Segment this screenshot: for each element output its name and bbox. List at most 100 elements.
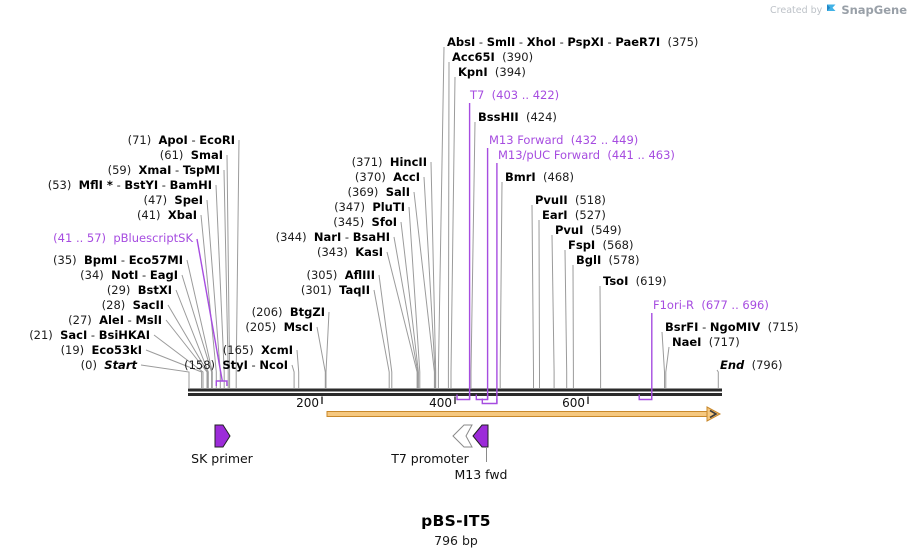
site-label: (343) KasI — [316, 245, 383, 259]
site-label: PvuII (518) — [535, 193, 606, 207]
insert-arrow-shaft — [326, 411, 708, 417]
leader-line — [235, 139, 240, 388]
leader-line — [531, 204, 534, 388]
m13-fwd-label: M13 fwd — [454, 467, 508, 482]
site-label: (369) SalI — [347, 185, 410, 199]
leader-line — [470, 121, 476, 388]
site-label: (34) NotI - EagI — [80, 268, 178, 282]
leader-line — [175, 289, 209, 388]
site-label: (345) SfoI — [333, 215, 397, 229]
snapgene-logo-icon — [827, 4, 836, 17]
site-label: (35) BpmI - Eco57MI — [53, 253, 183, 267]
site-label: (158) StyI - NcoI — [184, 358, 288, 372]
leader-line — [226, 154, 231, 388]
leader-line — [450, 76, 456, 388]
snapgene-watermark: Created by SnapGene — [770, 3, 907, 17]
sk-primer-label: SK primer — [191, 451, 253, 466]
site-label: (206) BtgZI — [251, 305, 325, 319]
site-label: Acc65I (390) — [452, 50, 534, 64]
leader-line — [373, 289, 390, 388]
leader-line — [165, 319, 208, 388]
site-label: KpnI (394) — [458, 65, 526, 79]
site-label: (19) Eco53kI — [60, 343, 142, 357]
feature-label: (41 .. 57) pBluescriptSK — [53, 231, 193, 245]
feature-label: T7 (403 .. 422) — [470, 88, 560, 102]
site-label: FspI (568) — [568, 238, 634, 252]
t7-promoter-arrow — [452, 424, 473, 448]
site-label: (29) BstXI — [106, 283, 172, 297]
site-label: BmrI (468) — [505, 170, 574, 184]
feature-label: M13 Forward (432 .. 449) — [489, 133, 639, 147]
map-line-top — [188, 388, 722, 392]
plasmid-length: 796 bp — [434, 533, 478, 548]
leader-line — [378, 274, 393, 388]
leader-line — [499, 181, 503, 388]
site-label: TsoI (619) — [603, 274, 667, 288]
leader-line — [564, 249, 568, 388]
leader-line — [316, 326, 326, 388]
site-label: (28) SacII — [101, 298, 164, 312]
site-label: (41) XbaI — [136, 208, 197, 222]
leader-line — [167, 304, 209, 388]
site-label: (370) AccI — [354, 170, 420, 184]
leader-line — [215, 184, 225, 388]
feature-span-bracket — [215, 380, 228, 386]
map-line-bottom — [188, 393, 722, 396]
leader-line — [223, 169, 229, 388]
sk-primer-arrow — [214, 424, 231, 448]
site-label: (59) XmaI - TspMI — [107, 163, 220, 177]
leader-line — [423, 176, 436, 388]
site-label: (71) ApoI - EcoRI — [127, 133, 235, 147]
leader-line — [551, 234, 555, 388]
leader-line — [538, 219, 540, 388]
leader-line — [430, 161, 437, 388]
leader-line — [665, 346, 670, 388]
site-label: BsrFI - NgoMIV (715) — [665, 320, 799, 334]
insert-arrow-tip — [709, 409, 718, 419]
insert-arrowhead — [706, 406, 722, 422]
site-label: (301) TaqII — [300, 283, 370, 297]
site-label: EarI (527) — [542, 208, 606, 222]
site-label: (53) MflI * - BstYI - BamHI — [47, 178, 212, 192]
ruler-tick-label: 600 — [562, 396, 585, 410]
leader-line — [408, 206, 421, 388]
site-label: BglI (578) — [576, 253, 640, 267]
leader-line — [325, 311, 330, 388]
site-label: BssHII (424) — [478, 110, 557, 124]
plasmid-title-block: pBS-IT5 796 bp — [421, 512, 491, 548]
ruler-tick-label: 200 — [296, 396, 319, 410]
site-label: (205) MscI — [245, 320, 313, 334]
watermark-brand-text: SnapGene — [841, 3, 907, 17]
site-label: (61) SmaI — [159, 148, 223, 162]
watermark-created-by-text: Created by — [770, 4, 823, 16]
m13-fwd-arrow — [472, 424, 489, 448]
leader-line — [447, 61, 450, 388]
site-label: (347) PluTI — [334, 200, 405, 214]
site-label: (305) AflIII — [306, 268, 375, 282]
site-label: (0) Start — [80, 358, 137, 372]
plasmid-name: pBS-IT5 — [421, 512, 491, 530]
leader-line — [716, 369, 719, 388]
site-label: End (796) — [720, 358, 783, 372]
site-label: NaeI (717) — [672, 335, 740, 349]
site-label: (371) HincII — [351, 155, 427, 169]
leader-line — [393, 236, 419, 388]
leader-line — [437, 46, 445, 388]
leader-line — [291, 364, 295, 388]
leader-line — [181, 274, 213, 388]
leader-line — [661, 331, 665, 388]
snapgene-flag-fold — [827, 4, 831, 11]
leader-line — [186, 259, 213, 388]
feature-label: F1ori-R (677 .. 696) — [653, 298, 769, 312]
t7-promoter-label: T7 promoter — [391, 451, 469, 466]
leader-line — [296, 349, 300, 388]
feature-label: M13/pUC Forward (441 .. 463) — [498, 148, 675, 162]
leader-line — [599, 285, 602, 388]
site-label: AbsI - SmlI - XhoI - PspXI - PaeR7I (375… — [447, 35, 699, 49]
leader-line — [413, 191, 435, 388]
site-label: (344) NarI - BsaHI — [275, 230, 390, 244]
site-label: PvuI (549) — [555, 223, 622, 237]
site-label: (27) AleI - MslI — [68, 313, 162, 327]
